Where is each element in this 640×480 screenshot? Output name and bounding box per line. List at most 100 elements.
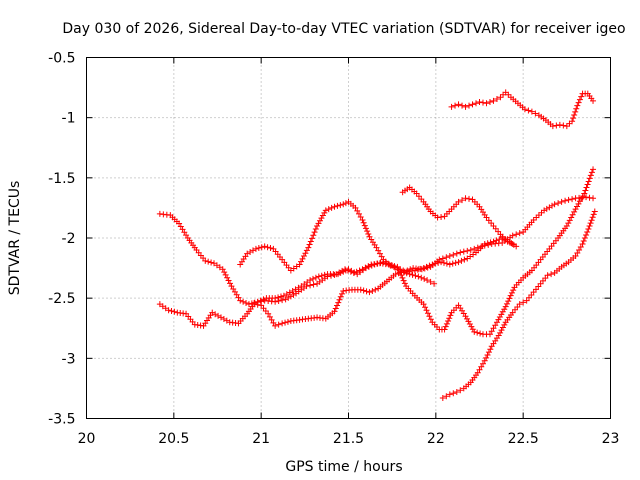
data-point	[328, 272, 335, 279]
data-point	[510, 287, 517, 294]
data-point	[548, 271, 555, 278]
data-point	[411, 267, 418, 274]
data-point	[424, 277, 431, 284]
data-point	[501, 321, 508, 328]
data-point	[474, 329, 481, 336]
data-point	[426, 313, 433, 320]
data-point	[453, 389, 460, 396]
data-point	[490, 97, 497, 104]
data-point	[490, 238, 497, 245]
data-point	[467, 247, 474, 254]
data-point	[340, 268, 347, 275]
data-point	[462, 313, 469, 320]
data-point	[551, 201, 558, 208]
data-point	[570, 115, 577, 122]
data-point	[548, 202, 555, 209]
data-point	[509, 232, 516, 239]
data-point	[342, 200, 349, 207]
data-point	[243, 299, 250, 306]
data-point	[275, 294, 282, 301]
data-point	[499, 308, 506, 315]
data-point	[305, 244, 312, 251]
data-point	[309, 235, 316, 242]
data-point	[422, 304, 429, 311]
data-point	[296, 261, 303, 268]
data-point	[374, 260, 381, 267]
data-point	[483, 100, 490, 107]
data-point	[357, 213, 364, 220]
data-point	[571, 208, 578, 215]
data-point	[583, 184, 590, 191]
data-point	[318, 215, 325, 222]
x-axis-title: GPS time / hours	[285, 459, 402, 475]
data-point	[493, 237, 500, 244]
data-point	[495, 316, 502, 323]
series-group	[251, 259, 438, 306]
data-point	[171, 308, 178, 315]
data-point	[265, 310, 272, 317]
data-point	[568, 214, 575, 221]
data-point	[364, 228, 371, 235]
data-point	[462, 103, 469, 110]
data-point	[337, 269, 344, 276]
data-point	[496, 314, 503, 321]
data-point	[442, 323, 449, 330]
data-point	[424, 310, 431, 317]
data-point	[504, 238, 511, 245]
data-point	[303, 247, 310, 254]
data-point	[506, 295, 513, 302]
data-point	[434, 214, 441, 221]
data-point	[426, 262, 433, 269]
data-point	[312, 226, 319, 233]
data-point	[457, 387, 464, 394]
data-point	[368, 262, 375, 269]
data-point	[306, 241, 313, 248]
data-point	[578, 93, 585, 100]
data-point	[508, 289, 515, 296]
data-point	[202, 257, 209, 264]
data-point	[455, 101, 462, 108]
data-point	[312, 274, 319, 281]
data-point	[392, 271, 399, 278]
data-point	[264, 244, 271, 251]
y-tick-labels: -3.5 -3 -2.5 -2 -1.5 -1 -0.5	[48, 51, 75, 428]
data-point	[446, 391, 453, 398]
data-point	[586, 175, 593, 182]
data-point	[544, 272, 551, 279]
data-point	[498, 327, 505, 334]
data-point	[270, 319, 277, 326]
data-point	[513, 243, 520, 250]
data-point	[469, 326, 476, 333]
grid	[86, 57, 611, 419]
data-point	[574, 203, 581, 210]
data-point	[331, 271, 338, 278]
data-point	[520, 299, 527, 306]
data-point	[279, 320, 286, 327]
data-point	[258, 244, 265, 251]
data-point	[528, 108, 535, 115]
data-point	[383, 260, 390, 267]
data-point	[457, 249, 464, 256]
data-point	[587, 220, 594, 227]
data-point	[509, 241, 516, 248]
data-point	[586, 194, 593, 201]
y-tick-label: -1	[62, 111, 76, 127]
data-point	[446, 315, 453, 322]
data-point	[571, 112, 578, 119]
data-point	[483, 354, 490, 361]
data-point	[254, 299, 261, 306]
data-point	[485, 349, 492, 356]
data-point	[443, 393, 450, 400]
data-point	[409, 271, 416, 278]
data-point	[401, 280, 408, 287]
data-point	[386, 261, 393, 268]
data-point	[575, 200, 582, 207]
data-point	[577, 244, 584, 251]
data-point	[284, 318, 291, 325]
y-tick-label: -0.5	[48, 51, 75, 67]
data-point	[315, 220, 322, 227]
data-point	[415, 273, 422, 280]
data-point	[569, 118, 576, 125]
data-point	[569, 196, 576, 203]
data-point	[371, 261, 378, 268]
